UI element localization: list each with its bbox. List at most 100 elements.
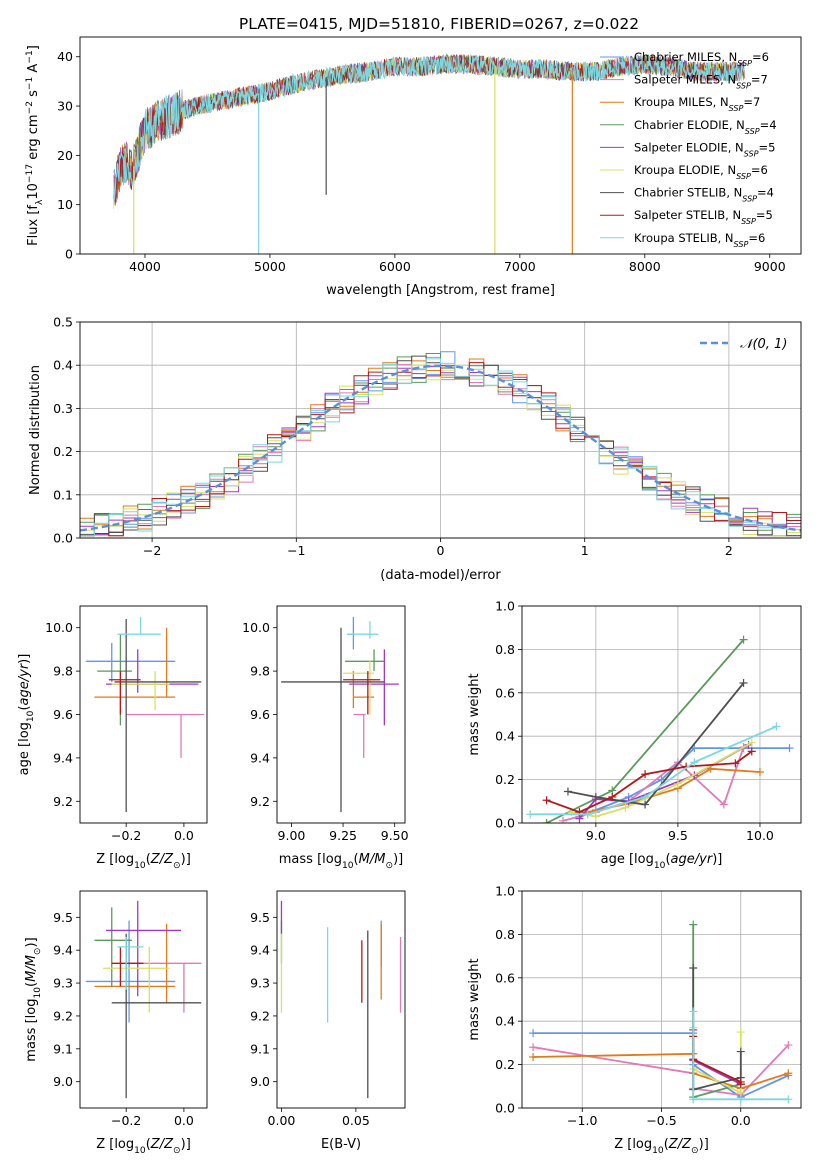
weight-marker bbox=[559, 816, 568, 823]
x-tick-label: 0 bbox=[437, 543, 445, 558]
x-axis-label: Z [log10(Z/Z⊙)] bbox=[96, 852, 191, 871]
weight-marker bbox=[673, 779, 682, 788]
errorbar-point bbox=[349, 649, 399, 726]
weight-marker bbox=[689, 920, 698, 929]
axes-frame bbox=[521, 890, 802, 1109]
weight-marker bbox=[747, 738, 756, 747]
x-tick-label: 10.0 bbox=[746, 828, 774, 843]
errorbar-point bbox=[347, 616, 355, 650]
weight-marker bbox=[529, 1053, 538, 1062]
y-tick-label: 9.3 bbox=[53, 976, 73, 991]
y-tick-label: 0.0 bbox=[495, 1101, 515, 1116]
axes-frame bbox=[79, 36, 802, 255]
weight-marker bbox=[731, 759, 740, 768]
legend-label: Kroupa ELODIE, NSSP=6 bbox=[634, 163, 768, 181]
errorbar-point bbox=[352, 671, 375, 708]
legend-label: Kroupa MILES, NSSP=7 bbox=[634, 95, 760, 113]
weight-marker bbox=[608, 792, 617, 801]
y-tick-label: 1.0 bbox=[495, 884, 515, 899]
y-tick-label: 10 bbox=[57, 197, 73, 212]
age-vs-mass-axes: 9.00 9.25 9.50 9.2 9.4 9.6 9.8 10.0 mass [log10(… bbox=[242, 605, 409, 871]
y-axis-label: Normed distribution bbox=[28, 365, 43, 495]
y-tick-label: 9.4 bbox=[53, 943, 73, 958]
x-tick-label: −0.2 bbox=[111, 1113, 141, 1128]
weight-marker bbox=[689, 1095, 698, 1104]
weight-marker bbox=[739, 635, 748, 644]
axes-frame bbox=[276, 890, 406, 1109]
errorbar-point bbox=[126, 713, 205, 758]
y-axis-label: mass weight bbox=[467, 958, 482, 1040]
x-tick-label: 0.0 bbox=[174, 1113, 194, 1128]
errorbar-point bbox=[105, 900, 182, 997]
y-tick-label: 9.0 bbox=[53, 1074, 73, 1089]
y-tick-label: 9.4 bbox=[250, 750, 270, 765]
weight-marker bbox=[591, 812, 600, 821]
axes-frame bbox=[79, 321, 802, 539]
weight-marker bbox=[641, 800, 650, 809]
errorbar-point bbox=[281, 627, 385, 813]
errorbar-point bbox=[108, 671, 141, 715]
y-tick-label: 9.2 bbox=[53, 794, 73, 809]
weight-marker bbox=[689, 964, 698, 973]
errorbar-point bbox=[353, 713, 366, 758]
y-tick-label: 9.5 bbox=[250, 910, 270, 925]
y-tick-label: 9.4 bbox=[250, 943, 270, 958]
x-tick-label: −2 bbox=[143, 543, 161, 558]
y-tick-label: 9.8 bbox=[250, 664, 270, 679]
y-tick-label: 30 bbox=[57, 99, 73, 114]
errorbar-point bbox=[111, 946, 144, 987]
histogram-series bbox=[80, 362, 801, 537]
weight-marker bbox=[529, 1029, 538, 1038]
legend-label: Salpeter ELODIE, NSSP=5 bbox=[634, 140, 775, 158]
x-tick-label: 6000 bbox=[379, 259, 411, 274]
weight-series bbox=[692, 1036, 742, 1085]
spectrum-series bbox=[113, 54, 745, 200]
x-tick-label: −0.2 bbox=[111, 828, 141, 843]
residuals-axes: −2 −1 0 1 2 0.0 0.1 0.2 0.3 0.4 0.5 𝒩(0, 1) (data-mo… bbox=[28, 315, 802, 583]
x-tick-label: 9.5 bbox=[668, 828, 688, 843]
weight-marker bbox=[526, 810, 535, 819]
legend-label: Salpeter MILES, NSSP=7 bbox=[634, 73, 768, 91]
weight-marker bbox=[747, 747, 756, 756]
y-tick-label: 0.4 bbox=[495, 729, 515, 744]
weight-marker bbox=[529, 1043, 538, 1052]
y-tick-label: 0.5 bbox=[53, 315, 73, 330]
y-axis-label: mass weight bbox=[467, 673, 482, 755]
spectrum-axes: 4000 5000 6000 7000 8000 9000 0 10 20 30 40 Chabrie… bbox=[25, 36, 802, 298]
x-tick-label: 9000 bbox=[754, 259, 786, 274]
weight-marker bbox=[641, 770, 650, 779]
weight-marker bbox=[736, 1080, 745, 1089]
x-axis-label: Z [log10(Z/Z⊙)] bbox=[96, 1137, 191, 1156]
x-tick-label: 7000 bbox=[504, 259, 536, 274]
spectrum-legend: Chabrier MILES, NSSP=6 Salpeter MILES, NS… bbox=[600, 50, 777, 248]
mass-vs-extinction-axes: 0.00 0.05 9.0 9.1 9.2 9.3 9.4 9.5 E(B-V) bbox=[250, 890, 406, 1152]
normal-reference-curve bbox=[80, 364, 801, 532]
mass-vs-metallicity-axes: −0.2 0.0 9.0 9.1 9.2 9.3 9.4 9.5 Z [log10(Z/Z⊙)]… bbox=[24, 890, 208, 1156]
x-tick-label: 9.0 bbox=[586, 828, 606, 843]
y-tick-label: 40 bbox=[57, 49, 73, 64]
y-tick-label: 9.5 bbox=[53, 910, 73, 925]
weight-marker bbox=[785, 744, 794, 753]
weight-vs-metallicity-axes: −1.0 −0.5 0.0 0.0 0.2 0.4 0.6 0.8 1.0 Z [log10(Z/… bbox=[467, 884, 802, 1156]
x-tick-label: 0.05 bbox=[342, 1113, 370, 1128]
weight-marker bbox=[690, 758, 699, 767]
weight-series bbox=[532, 1044, 789, 1096]
weight-marker bbox=[542, 819, 551, 823]
axes-frame bbox=[79, 605, 208, 824]
x-axis-label: E(B-V) bbox=[321, 1137, 361, 1152]
weight-marker bbox=[621, 803, 630, 812]
x-tick-label: 1 bbox=[581, 543, 589, 558]
histogram-series bbox=[80, 358, 801, 537]
y-tick-label: 9.2 bbox=[250, 1008, 270, 1023]
x-axis-label: wavelength [Angstrom, rest frame] bbox=[326, 283, 555, 298]
y-tick-label: 9.4 bbox=[53, 750, 73, 765]
x-tick-label: 9.50 bbox=[381, 828, 409, 843]
legend-label: Salpeter STELIB, NSSP=5 bbox=[634, 208, 773, 226]
axes-frame bbox=[521, 605, 802, 824]
y-tick-label: 9.0 bbox=[250, 1074, 270, 1089]
x-axis-label: Z [log10(Z/Z⊙)] bbox=[614, 1137, 709, 1156]
weight-marker bbox=[689, 1007, 698, 1016]
age-vs-metallicity-points bbox=[85, 616, 205, 813]
y-tick-label: 0.8 bbox=[495, 927, 515, 942]
weight-marker bbox=[641, 792, 650, 801]
